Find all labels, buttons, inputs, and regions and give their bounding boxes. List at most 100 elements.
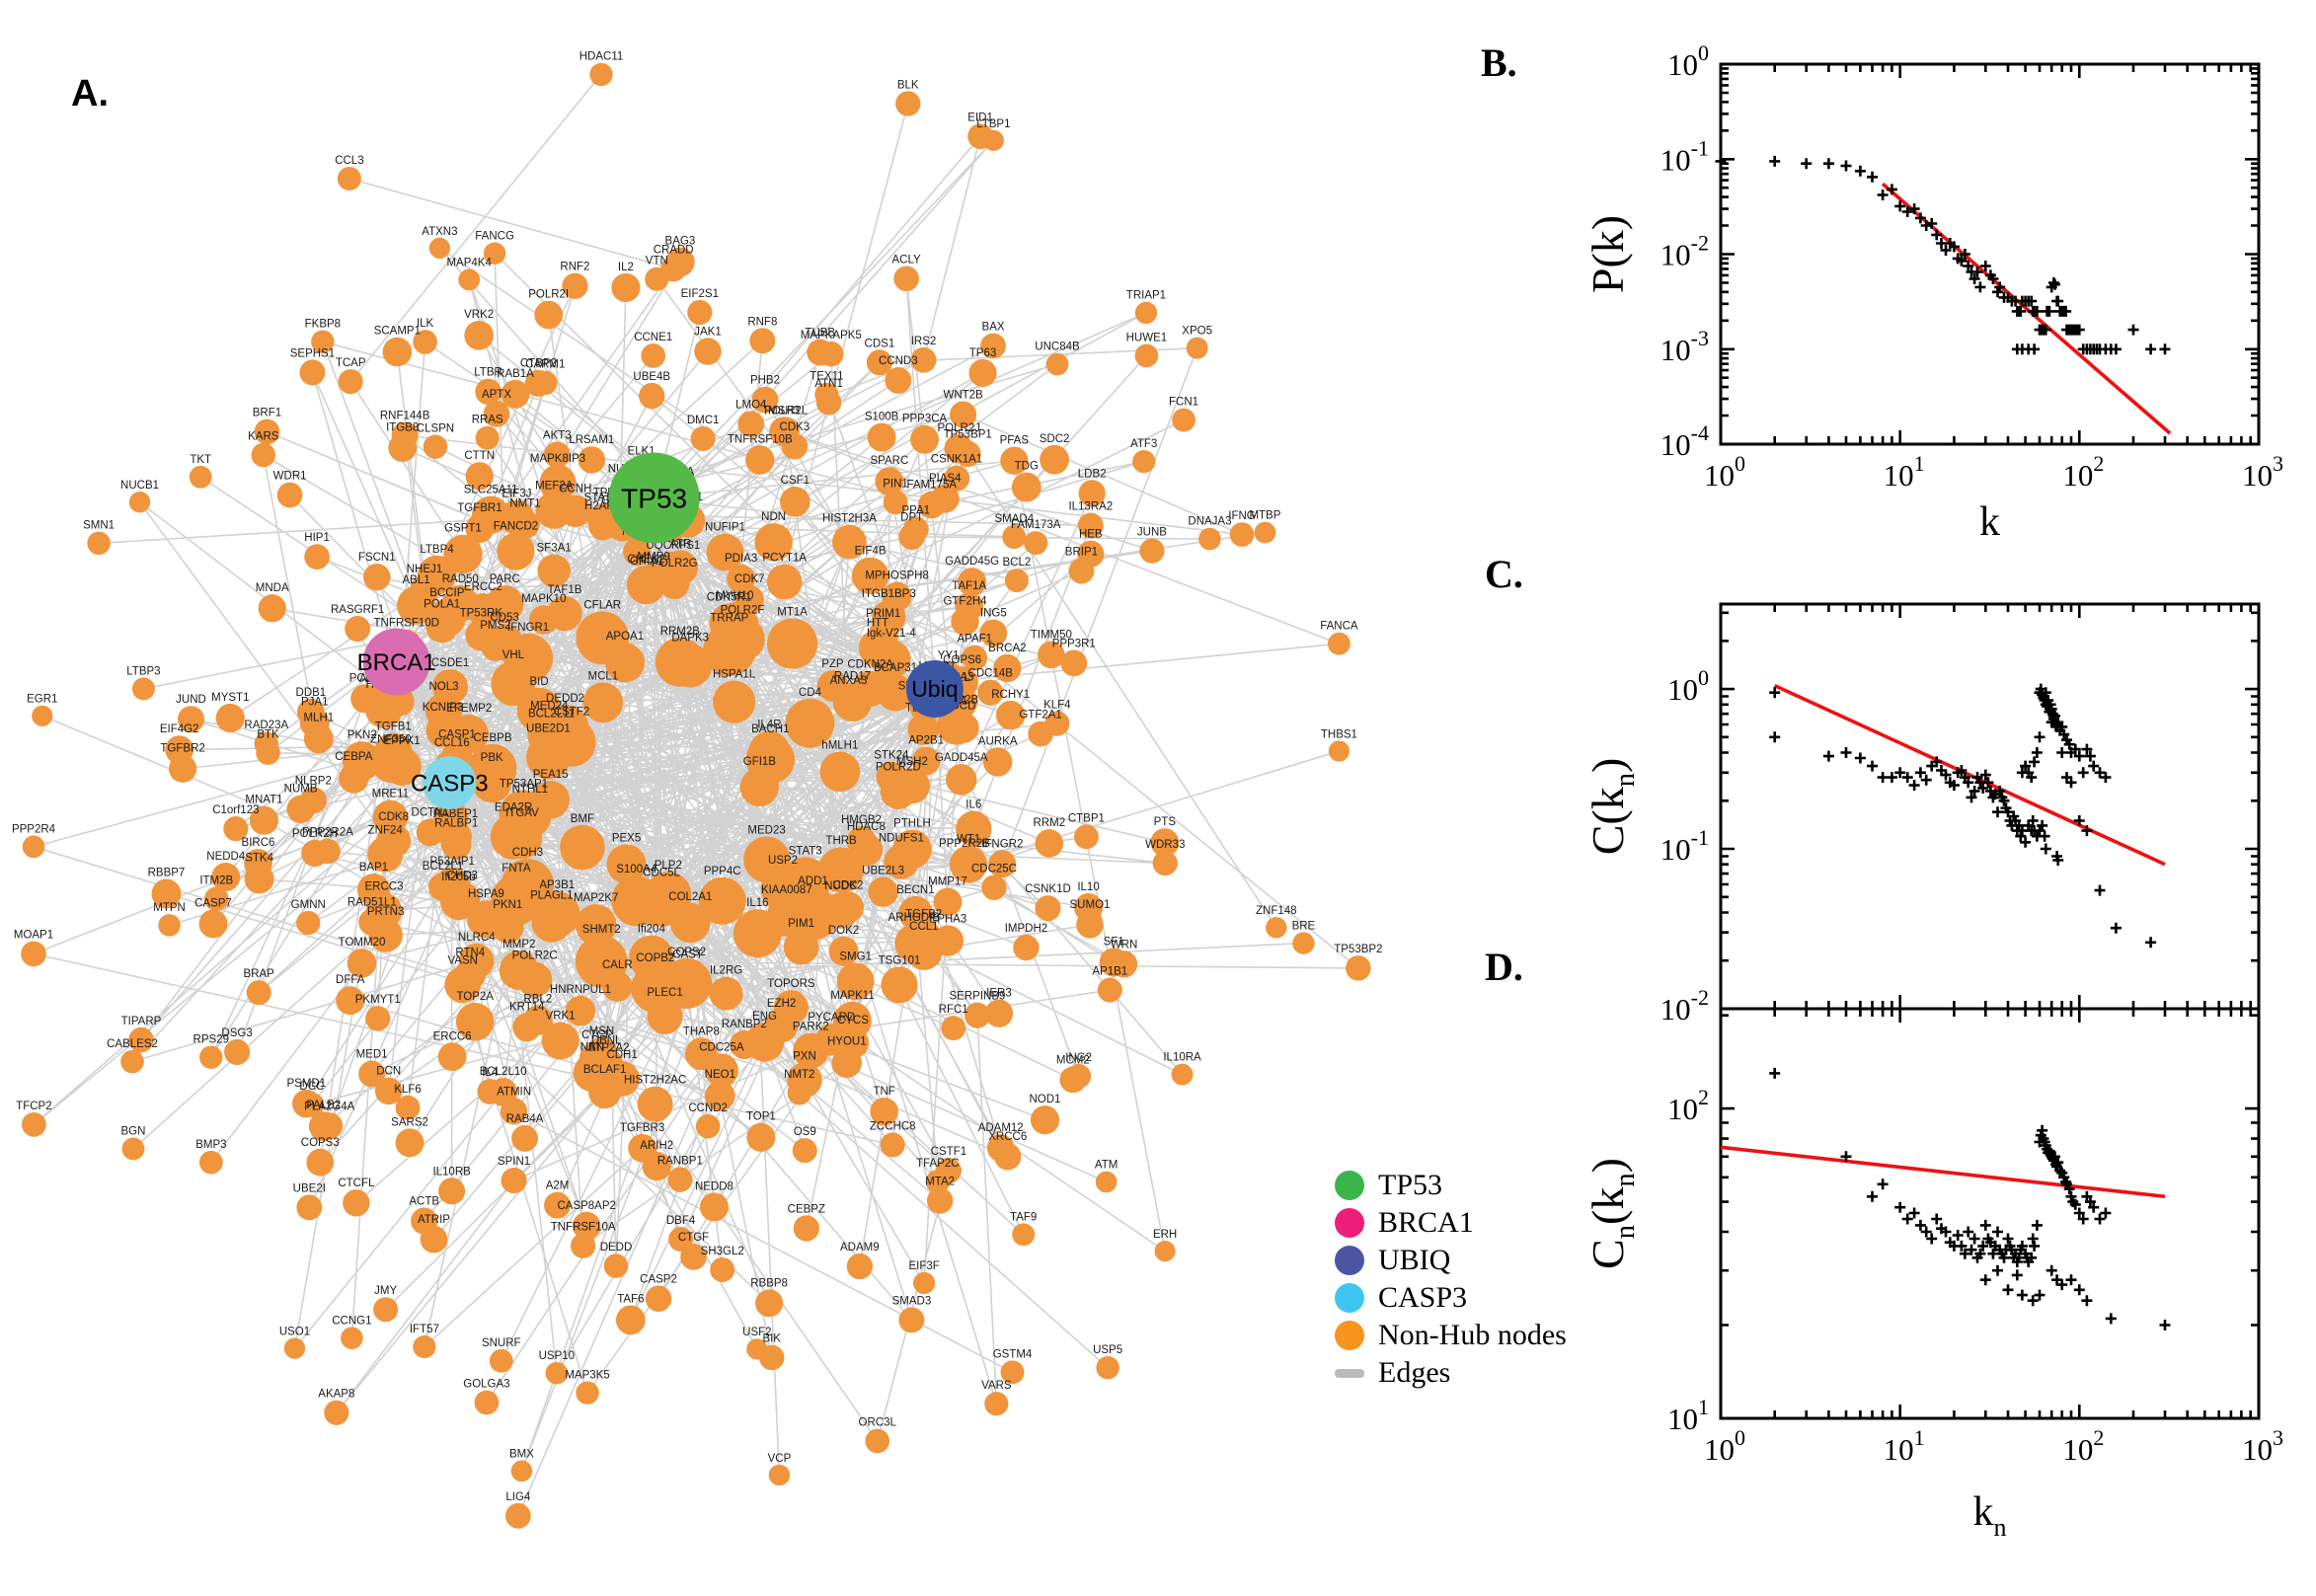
- network-node-label: CASP8AP2: [557, 1200, 615, 1212]
- network-node-label: FANCD2: [494, 521, 538, 533]
- network-node-label: JAK1: [694, 326, 722, 338]
- network-node-label: POLR2I: [528, 289, 569, 301]
- network-node-label: A2M: [546, 1180, 570, 1192]
- network-node-label: UBE2I: [293, 1182, 326, 1194]
- network-node: [950, 401, 977, 428]
- network-node: [815, 389, 842, 416]
- network-node-label: MMP9: [638, 551, 670, 563]
- network-node-label: TAF6: [617, 1294, 644, 1306]
- network-node-label: STK24: [874, 750, 909, 762]
- network-node-label: ERCC6: [433, 1030, 472, 1042]
- network-node: [544, 1191, 571, 1219]
- network-node-label: LTBR: [474, 367, 502, 379]
- network-node-label: MPHOSPH8: [865, 570, 929, 582]
- network-node: [458, 943, 495, 979]
- network-node-label: CTBP2: [520, 358, 557, 370]
- network-node-label: HSPA1L: [713, 669, 756, 681]
- network-node: [395, 1095, 421, 1120]
- network-node-label: TOP2A: [456, 991, 494, 1003]
- network-node: [745, 445, 775, 475]
- network-node-label: EPHA3: [930, 913, 967, 925]
- network-node-label: IFNGR1: [507, 622, 549, 634]
- network-node: [933, 887, 963, 917]
- network-node-label: UBE2D1: [526, 723, 571, 735]
- network-node-label: SPARC: [870, 455, 908, 467]
- legend-dot-icon: [1335, 1208, 1364, 1238]
- network-node-label: PCYT1A: [762, 553, 807, 565]
- network-node-label: BECN1: [896, 884, 934, 896]
- network-node-label: TGFBR3: [620, 1122, 664, 1134]
- network-node-label: CDK8: [378, 811, 409, 823]
- network-node: [575, 935, 628, 988]
- network-node-label: BAX: [982, 322, 1005, 334]
- x-axis-title: k: [1979, 499, 2000, 545]
- network-node: [951, 607, 979, 636]
- network-node: [1266, 917, 1287, 939]
- network-node-label: PIM1: [788, 918, 814, 930]
- network-node: [397, 585, 436, 625]
- network-node-label: GADD45A: [935, 752, 988, 764]
- network-node: [907, 714, 939, 745]
- network-node: [846, 826, 877, 856]
- network-node: [120, 1049, 144, 1074]
- network-node-label: DCC: [299, 1081, 324, 1093]
- network-node: [910, 346, 937, 373]
- network-node-label: TAF1A: [952, 580, 986, 592]
- network-node: [215, 703, 245, 733]
- network-node-label: BRE: [1292, 920, 1316, 932]
- network-node: [749, 328, 776, 354]
- legend-item-edges: Edges: [1335, 1354, 1567, 1392]
- network-node-label: THAP8: [683, 1026, 720, 1037]
- network-node-label: ATM: [1095, 1160, 1118, 1172]
- network-node: [623, 537, 652, 567]
- network-node-label: RRAS: [472, 415, 503, 426]
- network-node: [962, 645, 988, 671]
- network-node: [449, 715, 489, 754]
- network-node-label: AURKA: [978, 735, 1018, 747]
- network-node-label: DSG3: [221, 1027, 252, 1039]
- network-node-label: MT1A: [777, 606, 808, 618]
- network-node: [1077, 512, 1104, 539]
- network-node: [483, 401, 510, 427]
- network-node-label: CYCS: [837, 1015, 869, 1026]
- network-node-label: IFNG: [1228, 510, 1256, 522]
- network-node: [121, 1137, 145, 1161]
- network-node-label: TRRAP: [710, 612, 748, 624]
- network-node: [1078, 480, 1106, 507]
- legend-item-label: CASP3: [1378, 1281, 1468, 1314]
- network-node-label: LTBP3: [126, 665, 160, 677]
- network-node-label: DOK2: [828, 925, 859, 937]
- network-node-label: JUND: [176, 694, 206, 706]
- network-node-label: ATN1: [814, 378, 843, 390]
- network-node-label: RPS29: [193, 1033, 229, 1045]
- network-node: [1013, 934, 1040, 961]
- network-node: [875, 467, 904, 496]
- network-node-label: VHL: [502, 649, 525, 661]
- network-node-label: HDAC11: [579, 51, 624, 63]
- network-node-label: MAPK8IP3: [530, 453, 585, 465]
- network-node-label: DBF4: [666, 1215, 696, 1227]
- network-node: [866, 349, 892, 376]
- tick-label: 100: [1704, 1425, 1745, 1467]
- network-node-label: COPS3: [301, 1137, 340, 1149]
- network-node-label: ATP2A2: [588, 1042, 630, 1054]
- network-node: [475, 378, 502, 406]
- network-node-label: TDG: [1015, 461, 1039, 473]
- network-node-label: IFNGR2: [981, 838, 1023, 850]
- network-node: [1035, 895, 1061, 922]
- network-node: [816, 670, 849, 702]
- network-node-label: ACTB: [409, 1195, 439, 1207]
- tick-label: 102: [2062, 451, 2104, 493]
- network-node-label: LTBP4: [420, 544, 454, 556]
- network-node: [1000, 446, 1029, 475]
- network-node: [1139, 538, 1165, 564]
- network-node-label: DDB1: [296, 687, 327, 699]
- network-node-label: P53AIP1: [430, 856, 475, 868]
- network-node: [541, 1022, 579, 1060]
- network-node-label: MSH2: [896, 756, 928, 768]
- network-node-label: IL16: [746, 897, 768, 909]
- network-node: [792, 1138, 817, 1164]
- y-axis-title: C(kn): [1583, 758, 1641, 856]
- network-node: [501, 1167, 527, 1194]
